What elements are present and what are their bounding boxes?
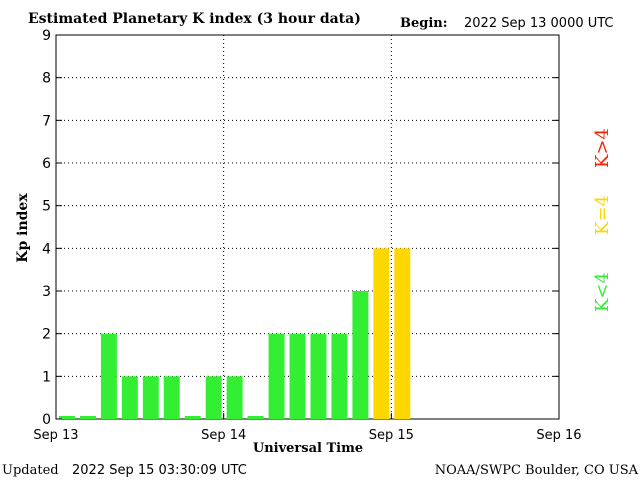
begin-label: Begin:: [400, 16, 448, 31]
x-axis: Sep 13 Sep 14 Sep 15 Sep 16: [33, 413, 582, 443]
x-tick-label: Sep 16: [536, 428, 581, 443]
kp-bar: [142, 376, 159, 419]
y-tick-label: 0: [42, 412, 51, 428]
legend-k-below-4: K<4: [592, 272, 613, 312]
kp-bar: [268, 333, 285, 419]
chart-title: Estimated Planetary K index (3 hour data…: [28, 11, 361, 27]
kp-bar: [79, 416, 96, 419]
kp-bar: [59, 416, 75, 419]
y-tick-label: 1: [42, 369, 51, 385]
updated-value: 2022 Sep 15 03:30:09 UTC: [72, 463, 247, 478]
x-tick-label: Sep 13: [33, 428, 78, 443]
plot-frame: [55, 34, 560, 420]
credit: NOAA/SWPC Boulder, CO USA: [435, 463, 639, 478]
x-tick-label: Sep 14: [201, 428, 246, 443]
y-tick-label: 4: [42, 241, 51, 257]
y-tick-label: 2: [42, 327, 51, 343]
updated-label: Updated: [2, 463, 59, 478]
y-tick-label: 5: [42, 199, 51, 215]
y-tick-label: 8: [42, 71, 51, 87]
y-axis: 0 1 2 3 4 5 6 7 8 9: [42, 28, 559, 428]
kp-bar: [331, 333, 348, 419]
legend-k-equal-4: K=4: [592, 195, 613, 235]
kp-bar: [100, 333, 117, 419]
kp-bar: [394, 248, 411, 419]
kp-bar: [373, 248, 390, 419]
kp-bar: [184, 416, 201, 419]
begin-value: 2022 Sep 13 0000 UTC: [464, 16, 614, 31]
kp-bar: [352, 291, 369, 419]
kp-bar: [247, 416, 264, 419]
legend-k-above-4: K>4: [592, 128, 613, 168]
x-tick-label: Sep 15: [369, 428, 414, 443]
y-tick-label: 6: [42, 156, 51, 172]
bars: [59, 248, 411, 419]
kp-bar: [226, 376, 243, 419]
y-tick-label: 9: [42, 28, 51, 44]
y-tick-label: 7: [42, 113, 51, 129]
kp-bar: [205, 376, 222, 419]
kp-bar: [163, 376, 180, 419]
y-axis-label: Kp index: [15, 193, 31, 263]
x-axis-label: Universal Time: [253, 441, 363, 456]
grid: [56, 35, 559, 419]
kp-bar: [310, 333, 327, 419]
kp-bar: [121, 376, 138, 419]
kp-bar: [289, 333, 306, 419]
y-tick-label: 3: [42, 284, 51, 300]
